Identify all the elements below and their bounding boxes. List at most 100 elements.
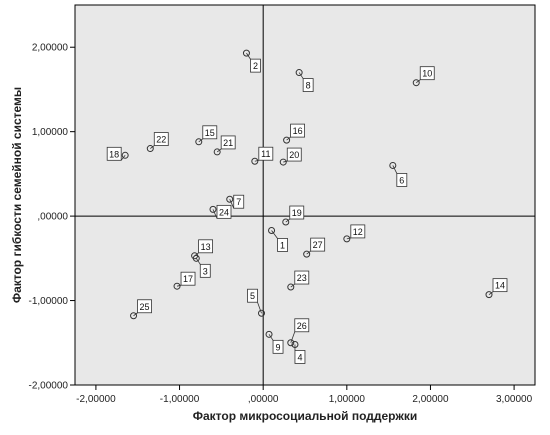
label-connector [415, 79, 421, 84]
y-axis-title: Фактор гибкости семейной системы [10, 87, 24, 303]
point-label-box [310, 237, 326, 252]
point-label: 24 [219, 207, 229, 217]
point-label-box [198, 239, 214, 254]
y-tick-label: 2,00000 [32, 43, 69, 54]
point-label: 10 [422, 69, 432, 79]
data-point: 9 [265, 330, 284, 354]
point-label-box [294, 350, 306, 364]
point-label-box [290, 123, 306, 138]
label-connector [254, 159, 259, 162]
point-label-box [137, 299, 152, 314]
point-marker [213, 148, 221, 156]
label-connector [195, 258, 201, 265]
label-connector [176, 284, 182, 287]
data-point: 21 [213, 135, 236, 156]
point-label-box [289, 205, 305, 220]
x-tick-label: 1,00000 [329, 394, 366, 405]
data-point: 27 [303, 237, 326, 258]
point-label-box [202, 125, 218, 140]
reference-lines [75, 5, 535, 385]
point-label: 8 [306, 81, 311, 91]
point-marker [412, 79, 420, 87]
point-label: 2 [253, 61, 258, 71]
data-point: 11 [251, 146, 274, 165]
point-label: 4 [297, 352, 302, 362]
point-label: 1 [280, 240, 285, 250]
point-label: 18 [109, 149, 119, 159]
label-connector [298, 72, 304, 79]
data-point: 4 [291, 340, 306, 364]
point-label-box [419, 66, 435, 81]
x-axis-title: Фактор микросоциальной поддержки [193, 409, 418, 423]
x-tick-label: -1,00000 [160, 394, 200, 405]
point-label: 26 [297, 321, 307, 331]
data-point: 10 [412, 66, 435, 87]
data-point: 22 [146, 132, 169, 153]
label-connector [229, 199, 235, 209]
data-point: 16 [283, 123, 306, 144]
data-point: 20 [279, 147, 302, 166]
point-marker [279, 158, 287, 166]
point-label-box [350, 224, 366, 239]
label-connector [150, 145, 155, 149]
label-connector [120, 155, 126, 161]
label-connector [346, 237, 351, 240]
point-marker [282, 218, 290, 226]
data-point: 5 [247, 288, 266, 317]
point-marker [226, 195, 234, 203]
point-label: 11 [261, 149, 270, 159]
point-marker [287, 339, 295, 347]
point-label-box [302, 78, 314, 92]
y-axis-ticks: -2,00000 -1,00000 ,00000 1,00000 2,00000 [29, 43, 75, 392]
point-label-box [153, 132, 169, 146]
point-marker [295, 69, 303, 77]
label-connector [286, 136, 291, 141]
point-label-box [277, 238, 288, 252]
point-marker [130, 312, 138, 320]
data-point: 17 [173, 271, 196, 290]
x-axis-ticks: -2,00000 -1,00000 ,00000 1,00000 2,00000 3,00… [76, 385, 533, 405]
point-label-box [247, 288, 258, 303]
data-point: 7 [226, 194, 245, 209]
point-label-box [492, 278, 508, 293]
point-label-box [216, 204, 232, 219]
point-marker [283, 136, 291, 144]
point-label: 21 [223, 138, 233, 148]
point-label: 23 [297, 273, 307, 283]
x-tick-label: -2,00000 [76, 394, 116, 405]
data-point: 2 [242, 49, 261, 73]
point-marker [251, 157, 259, 165]
y-tick-label: ,00000 [37, 212, 68, 223]
data-point: 24 [209, 204, 232, 219]
label-connector [290, 283, 296, 288]
point-label-box [396, 173, 408, 187]
x-tick-label: ,00000 [248, 394, 279, 405]
point-label-box [220, 135, 236, 150]
label-connector [306, 250, 311, 255]
y-tick-label: -1,00000 [29, 296, 69, 307]
data-point: 15 [195, 125, 218, 146]
x-tick-label: 2,00000 [412, 394, 449, 405]
label-connector [194, 252, 199, 257]
label-connector [198, 138, 204, 143]
point-marker [195, 138, 203, 146]
data-point: 25 [130, 299, 152, 320]
data-point: 26 [287, 318, 310, 347]
point-label: 5 [250, 291, 255, 301]
label-connector [290, 331, 296, 343]
label-connector [392, 165, 398, 174]
label-connector [246, 52, 251, 60]
point-marker [303, 250, 311, 258]
label-connector [216, 148, 222, 153]
label-connector [285, 218, 291, 223]
point-marker [242, 49, 250, 57]
point-label: 7 [236, 197, 241, 207]
point-label: 3 [203, 266, 208, 276]
point-label: 16 [293, 126, 303, 136]
label-connector [271, 230, 278, 239]
point-label-box [272, 339, 284, 354]
point-marker [146, 145, 154, 153]
point-label-box [294, 318, 310, 333]
point-label-box [258, 146, 274, 161]
